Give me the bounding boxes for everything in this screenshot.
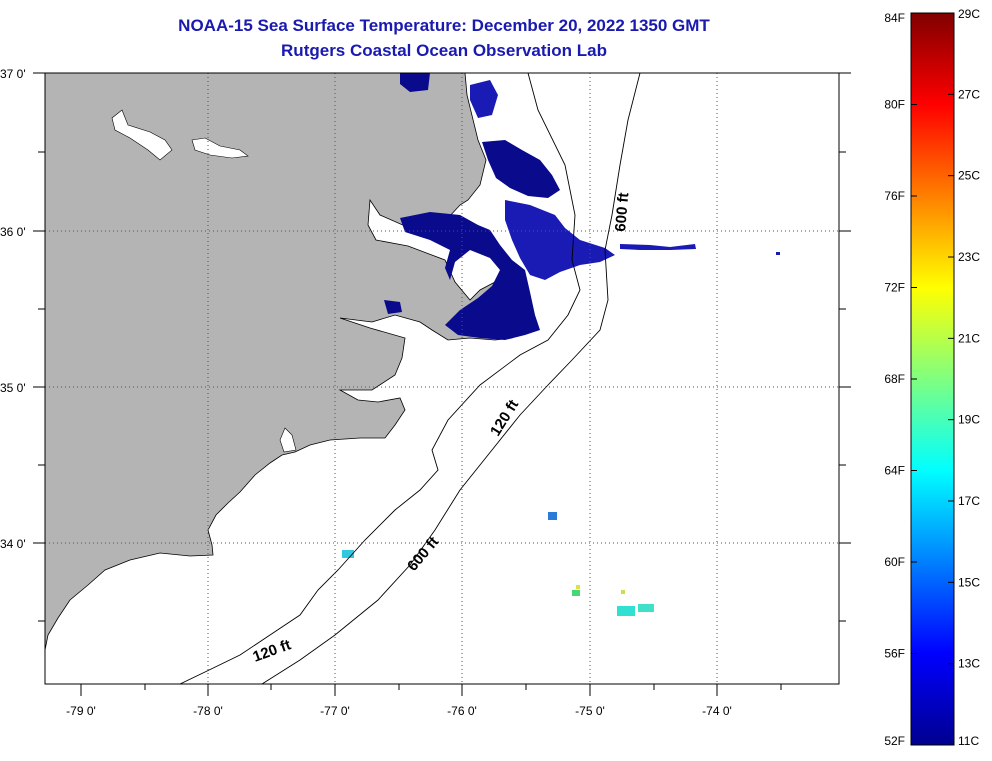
colorbar-c-label: 27C	[958, 87, 980, 101]
colorbar-gradient	[910, 12, 955, 746]
cold-water-fragment	[620, 244, 696, 250]
lon-label-77: -77 0'	[320, 704, 350, 718]
lat-label-37: 37 0'	[0, 67, 26, 81]
lon-label-76: -76 0'	[447, 704, 477, 718]
contour-120ft	[179, 73, 581, 684]
inland-bay	[279, 427, 297, 453]
lon-label-75: -75 0'	[575, 704, 605, 718]
colorbar-c-label: 21C	[958, 331, 980, 345]
colorbar-c-label: 23C	[958, 250, 980, 264]
cold-water-patch	[505, 200, 615, 280]
cold-water-top-patch-2	[470, 80, 498, 118]
colorbar: 84F 80F 76F 72F 68F 64F 60F 56F 52F 29C 27C 25C 23C 2…	[884, 7, 980, 748]
colorbar-c-label: 29C	[958, 7, 980, 21]
inland-river	[191, 137, 249, 159]
colorbar-f-label: 52F	[884, 734, 905, 748]
colorbar-f-label: 72F	[884, 281, 905, 295]
contour-label-600-north: 600 ft	[612, 192, 632, 233]
colorbar-c-label: 19C	[958, 413, 980, 427]
sst-pixels-7	[621, 590, 625, 594]
colorbar-c-label: 13C	[958, 657, 980, 671]
cold-water-small	[384, 300, 402, 314]
cold-water-sounds	[400, 212, 540, 340]
colorbar-f-label: 84F	[884, 11, 905, 25]
colorbar-c-label: 17C	[958, 494, 980, 508]
map-title: NOAA-15 Sea Surface Temperature: Decembe…	[178, 16, 710, 35]
colorbar-f-label: 76F	[884, 189, 905, 203]
sst-pixels-6	[576, 585, 580, 589]
map-frame	[44, 72, 840, 685]
lat-label-34: 34 0'	[0, 537, 26, 551]
colorbar-c-label: 25C	[958, 169, 980, 183]
colorbar-c-label: 15C	[958, 575, 980, 589]
colorbar-f-label: 80F	[884, 98, 905, 112]
sst-pixels-5	[638, 604, 654, 612]
lon-label-78: -78 0'	[193, 704, 223, 718]
colorbar-f-label: 60F	[884, 555, 905, 569]
lat-label-35: 35 0'	[0, 381, 26, 395]
map-subtitle: Rutgers Coastal Ocean Observation Lab	[281, 41, 607, 60]
colorbar-f-label: 56F	[884, 647, 905, 661]
sst-pixels-4	[617, 606, 635, 616]
lon-label-79: -79 0'	[66, 704, 96, 718]
lat-label-36: 36 0'	[0, 225, 26, 239]
cold-water-top-patch	[400, 73, 430, 92]
cold-water-north-sound	[482, 140, 560, 198]
graticule	[45, 73, 839, 684]
lon-label-74: -74 0'	[702, 704, 732, 718]
sst-pixels-3	[572, 590, 580, 596]
sst-pixels-2	[342, 550, 354, 558]
sst-pixels-1	[548, 512, 557, 520]
colorbar-f-label: 68F	[884, 372, 905, 386]
colorbar-c-label: 11C	[958, 734, 979, 748]
cold-water-dot	[776, 252, 780, 255]
contour-600ft	[261, 73, 641, 684]
inland-lake	[111, 109, 173, 161]
colorbar-f-label: 64F	[884, 464, 905, 478]
axis-ticks	[33, 72, 851, 696]
